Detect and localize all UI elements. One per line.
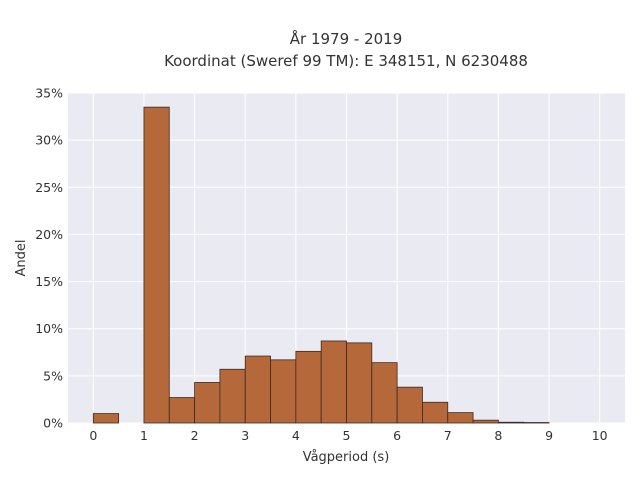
x-tick-label: 5 xyxy=(343,428,351,443)
chart-title-line2: Koordinat (Sweref 99 TM): E 348151, N 62… xyxy=(164,52,528,70)
chart-title-line1: År 1979 - 2019 xyxy=(290,29,403,48)
histogram-bar xyxy=(143,106,170,424)
y-tick-labels: 0% 5% 10% 15% 20% 25% 30% 35% xyxy=(35,86,63,431)
histogram-bar xyxy=(371,362,398,424)
histogram-bar xyxy=(92,413,120,424)
x-tick-label: 6 xyxy=(393,428,401,443)
histogram-bar xyxy=(194,382,221,424)
histogram-bar xyxy=(472,419,499,424)
x-tick-label: 9 xyxy=(545,428,553,443)
y-tick-label: 20% xyxy=(35,227,63,242)
x-tick-label: 3 xyxy=(241,428,249,443)
y-tick-label: 15% xyxy=(35,274,63,289)
y-axis-label: Andel xyxy=(14,240,29,277)
histogram-bar xyxy=(396,386,423,424)
bars xyxy=(92,106,550,424)
grid-lines xyxy=(68,92,625,424)
y-tick-label: 35% xyxy=(35,86,63,101)
y-tick-label: 25% xyxy=(35,180,63,195)
histogram-bar xyxy=(270,359,297,424)
x-tick-label: 2 xyxy=(191,428,199,443)
x-tick-label: 7 xyxy=(444,428,452,443)
x-tick-label: 8 xyxy=(494,428,502,443)
histogram-bar xyxy=(168,397,195,424)
x-tick-label: 1 xyxy=(140,428,148,443)
histogram-bar xyxy=(320,340,347,424)
x-tick-label: 0 xyxy=(89,428,97,443)
y-tick-label: 10% xyxy=(35,321,63,336)
histogram-bar xyxy=(219,368,246,424)
histogram-bar xyxy=(244,355,271,424)
x-tick-label: 10 xyxy=(592,428,608,443)
x-axis-label: Vågperiod (s) xyxy=(303,450,390,465)
y-tick-label: 5% xyxy=(43,368,63,383)
histogram-bar xyxy=(346,342,373,424)
y-tick-label: 30% xyxy=(35,133,63,148)
histogram-bar xyxy=(498,421,525,424)
histogram-bar xyxy=(447,412,474,424)
histogram-bar xyxy=(523,422,550,424)
histogram-bar xyxy=(422,401,449,424)
y-tick-label: 0% xyxy=(43,416,63,431)
histogram-bar xyxy=(295,350,322,424)
x-tick-label: 4 xyxy=(292,428,300,443)
x-tick-labels: 0 1 2 3 4 5 6 7 8 9 10 xyxy=(89,428,607,443)
